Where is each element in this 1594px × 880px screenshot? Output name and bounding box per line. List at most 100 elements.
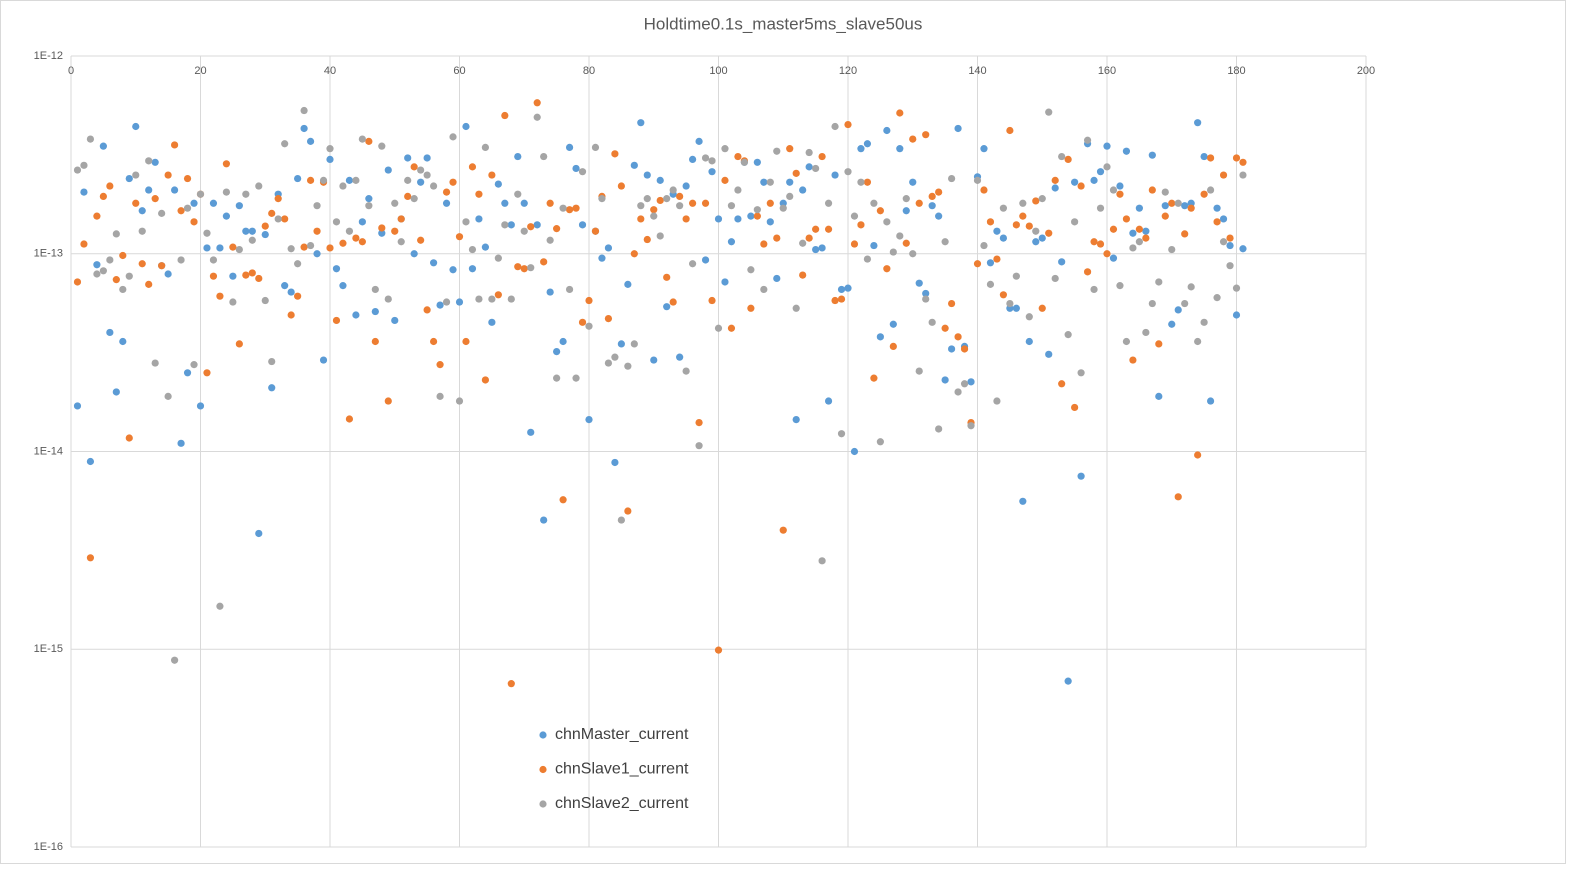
data-point bbox=[339, 239, 347, 247]
data-point bbox=[824, 397, 833, 405]
data-point bbox=[786, 145, 794, 153]
data-point bbox=[682, 215, 690, 223]
data-point bbox=[999, 204, 1008, 212]
data-point bbox=[1207, 154, 1215, 162]
data-point bbox=[132, 171, 140, 179]
data-point bbox=[1071, 178, 1079, 186]
data-point bbox=[1077, 472, 1085, 480]
data-point bbox=[734, 215, 742, 223]
chart-title: Holdtime0.1s_master5ms_slave50us bbox=[644, 14, 923, 33]
data-point bbox=[669, 298, 677, 306]
data-point bbox=[171, 141, 179, 149]
data-point bbox=[417, 166, 425, 174]
data-point bbox=[766, 218, 774, 226]
data-point bbox=[222, 212, 230, 220]
data-point bbox=[1174, 199, 1182, 207]
data-point bbox=[442, 188, 451, 196]
data-point bbox=[721, 278, 729, 286]
data-point bbox=[365, 195, 373, 203]
data-point bbox=[870, 241, 878, 250]
data-point bbox=[164, 171, 172, 179]
data-point bbox=[585, 415, 593, 424]
data-point bbox=[747, 266, 755, 274]
data-point bbox=[1174, 493, 1182, 501]
data-point bbox=[1012, 221, 1020, 229]
data-point bbox=[183, 204, 192, 212]
data-point bbox=[345, 176, 354, 184]
data-point bbox=[255, 274, 263, 283]
data-point bbox=[1038, 195, 1046, 203]
data-point bbox=[591, 227, 600, 235]
data-point bbox=[708, 296, 716, 305]
data-point bbox=[417, 236, 425, 244]
data-point bbox=[514, 152, 522, 161]
data-point bbox=[1161, 202, 1169, 210]
data-point bbox=[850, 240, 859, 248]
data-point bbox=[417, 178, 425, 186]
data-point bbox=[999, 291, 1008, 299]
data-point bbox=[488, 171, 496, 179]
data-point bbox=[650, 206, 658, 214]
data-point bbox=[643, 195, 651, 203]
data-point bbox=[112, 388, 120, 396]
data-point bbox=[1194, 119, 1202, 127]
x-tick-label: 120 bbox=[839, 65, 857, 77]
data-point bbox=[1129, 356, 1137, 364]
data-point bbox=[928, 202, 936, 210]
data-point bbox=[818, 557, 826, 565]
data-point bbox=[449, 133, 457, 141]
data-point bbox=[941, 324, 949, 332]
data-point bbox=[786, 178, 794, 186]
data-point bbox=[546, 288, 554, 296]
data-point bbox=[753, 158, 761, 166]
data-point bbox=[222, 160, 230, 168]
data-point bbox=[242, 271, 250, 279]
data-point bbox=[663, 273, 671, 281]
data-point bbox=[779, 204, 787, 212]
data-point bbox=[1096, 168, 1105, 176]
data-point bbox=[300, 124, 308, 133]
data-point bbox=[766, 199, 774, 207]
data-point bbox=[488, 318, 496, 326]
data-point bbox=[436, 392, 444, 400]
data-point bbox=[449, 178, 457, 186]
data-point bbox=[384, 295, 392, 303]
data-point bbox=[721, 145, 729, 153]
data-point bbox=[99, 267, 107, 275]
data-point bbox=[572, 164, 580, 173]
data-point bbox=[164, 392, 172, 400]
data-point bbox=[281, 215, 289, 223]
data-point bbox=[235, 340, 243, 348]
data-point bbox=[1187, 283, 1195, 291]
data-point bbox=[1129, 229, 1137, 237]
data-point bbox=[468, 265, 477, 273]
data-point bbox=[112, 276, 120, 284]
data-point bbox=[1187, 204, 1195, 212]
data-point bbox=[973, 260, 982, 268]
data-point bbox=[637, 215, 645, 223]
data-point bbox=[889, 320, 897, 328]
data-point bbox=[229, 272, 237, 280]
data-point bbox=[863, 178, 872, 186]
data-point bbox=[1161, 188, 1169, 196]
data-point bbox=[1038, 304, 1046, 312]
data-point bbox=[125, 434, 133, 442]
data-point bbox=[1051, 176, 1059, 184]
data-point bbox=[86, 554, 95, 562]
data-point bbox=[1109, 225, 1118, 233]
data-point bbox=[1103, 142, 1111, 150]
data-point bbox=[86, 135, 95, 143]
data-point bbox=[669, 186, 677, 194]
data-point bbox=[132, 122, 140, 131]
data-point bbox=[430, 259, 438, 267]
data-point bbox=[190, 218, 198, 226]
data-point bbox=[967, 422, 975, 430]
data-point bbox=[93, 261, 101, 269]
data-point bbox=[222, 188, 230, 196]
data-point bbox=[844, 284, 852, 292]
data-point bbox=[630, 250, 638, 258]
data-point bbox=[617, 340, 625, 348]
data-point bbox=[520, 227, 528, 235]
data-point bbox=[391, 199, 399, 207]
data-point bbox=[378, 224, 386, 232]
